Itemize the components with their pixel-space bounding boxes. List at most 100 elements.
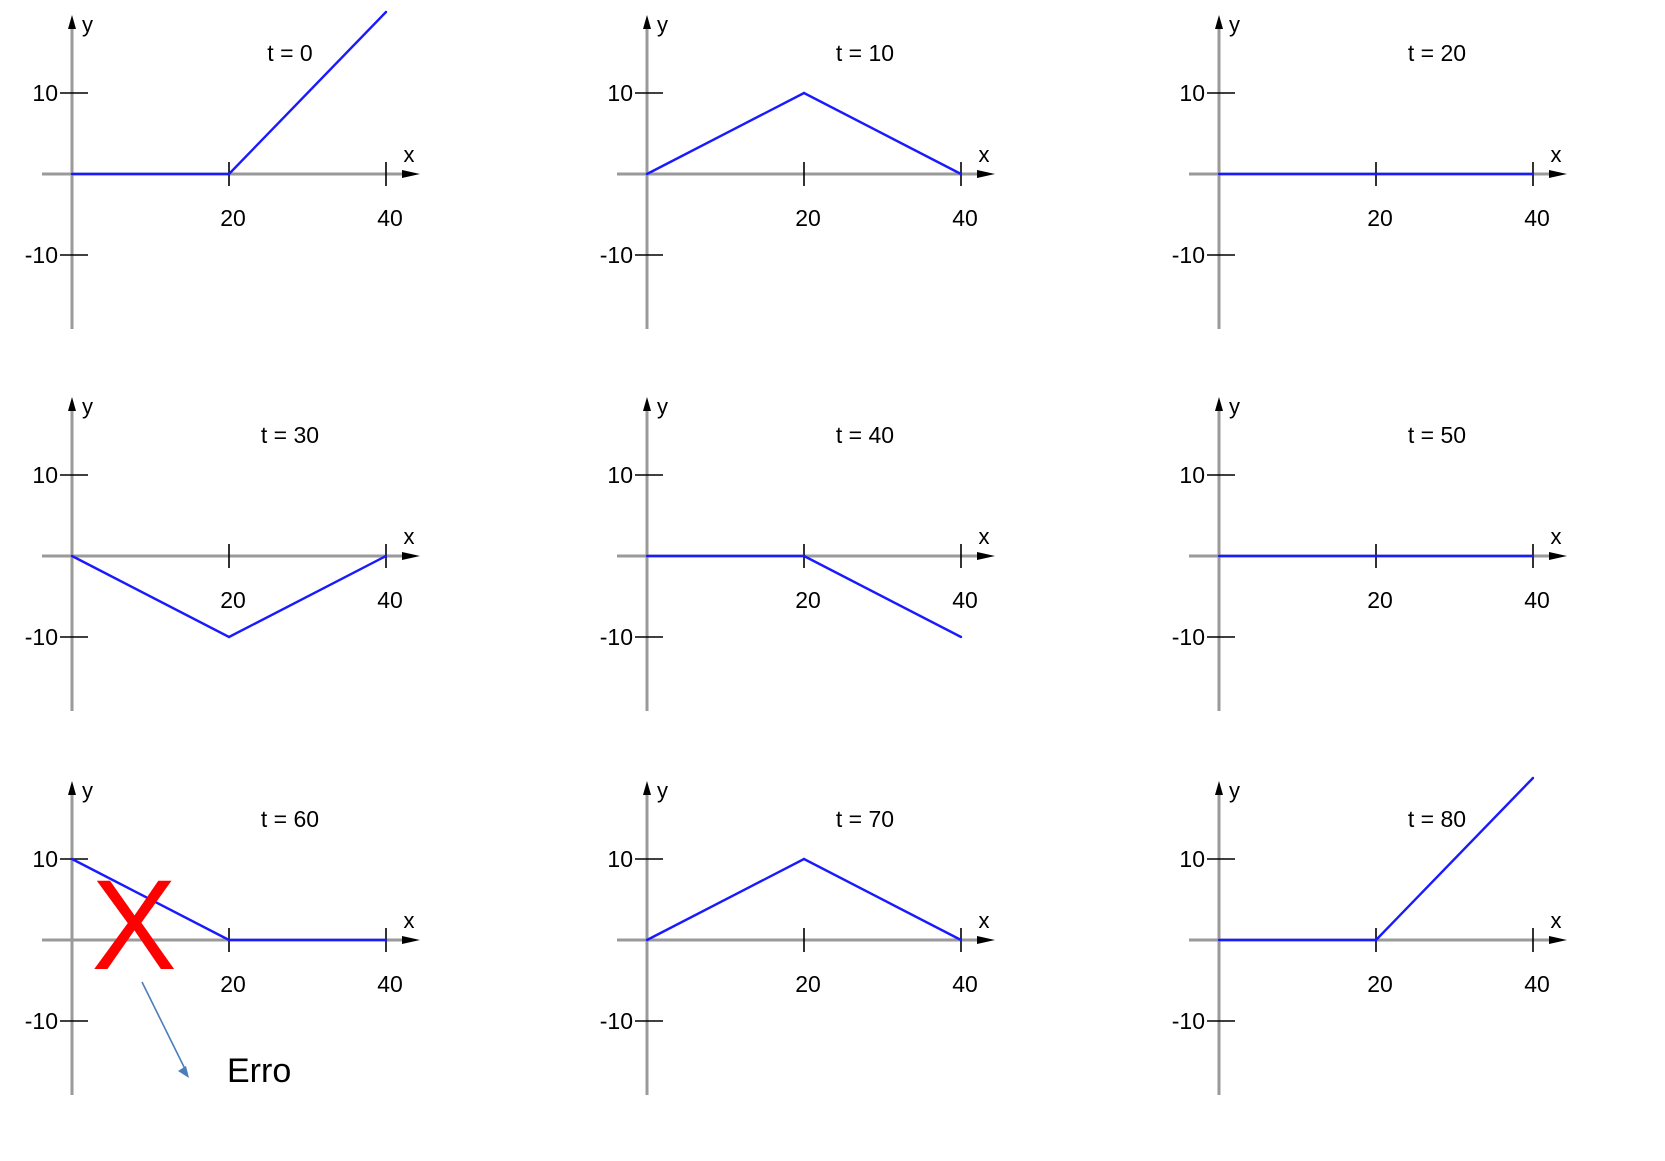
panel-2: y x 20 40 10 -10 t = 20 <box>1172 12 1567 329</box>
data-point <box>802 857 806 861</box>
data-point <box>1531 554 1535 558</box>
y-axis-label: y <box>1229 12 1240 37</box>
x-axis-label: x <box>1551 524 1562 549</box>
panel-title: t = 50 <box>1408 422 1466 448</box>
x-axis-arrow <box>402 936 420 944</box>
y-tick-label-10: 10 <box>32 462 58 488</box>
series-line <box>646 91 962 176</box>
x-axis-arrow <box>1549 936 1567 944</box>
y-axis-label: y <box>657 778 668 803</box>
x-tick-label-40: 40 <box>377 971 403 997</box>
data-point <box>1374 554 1378 558</box>
panel-title: t = 20 <box>1408 40 1466 66</box>
x-axis-label: x <box>404 524 415 549</box>
x-axis-label: x <box>1551 142 1562 167</box>
data-point <box>1531 776 1535 780</box>
x-tick-label-40: 40 <box>1524 971 1550 997</box>
panel-title: t = 40 <box>836 422 894 448</box>
x-tick-label-20: 20 <box>1367 205 1393 231</box>
error-label: Erro <box>227 1052 291 1090</box>
data-point <box>802 554 806 558</box>
error-x-mark: X <box>91 854 176 997</box>
data-point <box>1217 172 1221 176</box>
panel-5: y x 20 40 10 -10 t = 50 <box>1172 394 1567 711</box>
y-tick-label--10: -10 <box>600 242 633 268</box>
x-tick-label-40: 40 <box>952 205 978 231</box>
data-point <box>227 635 231 639</box>
y-axis-arrow <box>1215 397 1223 411</box>
y-tick-label--10: -10 <box>25 624 58 650</box>
y-tick-label--10: -10 <box>1172 1008 1205 1034</box>
panel-title: t = 0 <box>267 40 312 66</box>
x-tick-label-40: 40 <box>377 587 403 613</box>
panel-title: t = 30 <box>261 422 319 448</box>
y-axis-label: y <box>657 394 668 419</box>
y-axis-label: y <box>1229 394 1240 419</box>
x-axis-label: x <box>1551 908 1562 933</box>
x-axis-arrow <box>1549 170 1567 178</box>
panel-7: y x 20 40 10 -10 t = 70 <box>600 778 995 1095</box>
panel-0: y x 20 40 10 -10 t = 0 <box>25 10 420 329</box>
x-axis-arrow <box>977 552 995 560</box>
data-point <box>70 857 74 861</box>
x-tick-label-20: 20 <box>795 587 821 613</box>
y-axis-arrow <box>643 15 651 29</box>
y-axis-arrow <box>643 397 651 411</box>
y-axis-label: y <box>82 394 93 419</box>
y-axis-arrow <box>68 15 76 29</box>
y-tick-label-10: 10 <box>1179 80 1205 106</box>
x-tick-label-20: 20 <box>1367 587 1393 613</box>
x-tick-label-20: 20 <box>220 587 246 613</box>
panel-6: y x 20 40 10 -10 t = 60 X Erro <box>25 778 420 1095</box>
data-point <box>802 91 806 95</box>
x-tick-label-20: 20 <box>795 971 821 997</box>
y-tick-label-10: 10 <box>607 846 633 872</box>
panel-title: t = 60 <box>261 806 319 832</box>
y-tick-label-10: 10 <box>607 80 633 106</box>
x-tick-label-20: 20 <box>220 971 246 997</box>
data-point <box>70 172 74 176</box>
x-axis-label: x <box>404 908 415 933</box>
y-axis-label: y <box>82 12 93 37</box>
panel-4: y x 20 40 10 -10 t = 40 <box>600 394 995 711</box>
data-point <box>384 554 388 558</box>
x-axis-arrow <box>1549 552 1567 560</box>
error-arrow <box>141 981 188 1074</box>
y-axis-arrow <box>1215 781 1223 795</box>
data-point <box>1531 172 1535 176</box>
data-point <box>227 172 231 176</box>
data-point <box>645 938 649 942</box>
x-tick-label-40: 40 <box>952 587 978 613</box>
y-tick-label-10: 10 <box>607 462 633 488</box>
data-point <box>959 635 963 639</box>
x-axis-arrow <box>402 170 420 178</box>
y-tick-label--10: -10 <box>1172 242 1205 268</box>
panel-title: t = 10 <box>836 40 894 66</box>
x-axis-label: x <box>979 908 990 933</box>
series-line <box>1219 777 1534 942</box>
y-tick-label--10: -10 <box>600 1008 633 1034</box>
data-point <box>384 10 388 14</box>
series-line <box>646 857 962 942</box>
data-point <box>959 172 963 176</box>
data-point <box>1217 554 1221 558</box>
x-axis-arrow <box>402 552 420 560</box>
y-axis-arrow <box>1215 15 1223 29</box>
x-tick-label-40: 40 <box>377 205 403 231</box>
x-axis-arrow <box>977 170 995 178</box>
y-axis-arrow <box>643 781 651 795</box>
x-tick-label-20: 20 <box>795 205 821 231</box>
data-point <box>645 172 649 176</box>
data-point <box>1217 938 1221 942</box>
panel-1: y x 20 40 10 -10 t = 10 <box>600 12 995 329</box>
y-tick-label--10: -10 <box>25 242 58 268</box>
x-axis-arrow <box>977 936 995 944</box>
y-axis-arrow <box>68 397 76 411</box>
y-axis-label: y <box>657 12 668 37</box>
data-point <box>1374 938 1378 942</box>
y-axis-arrow <box>68 781 76 795</box>
data-point <box>1374 172 1378 176</box>
x-tick-label-20: 20 <box>1367 971 1393 997</box>
y-tick-label-10: 10 <box>32 80 58 106</box>
panel-3: y x 20 40 10 -10 t = 30 <box>25 394 420 711</box>
